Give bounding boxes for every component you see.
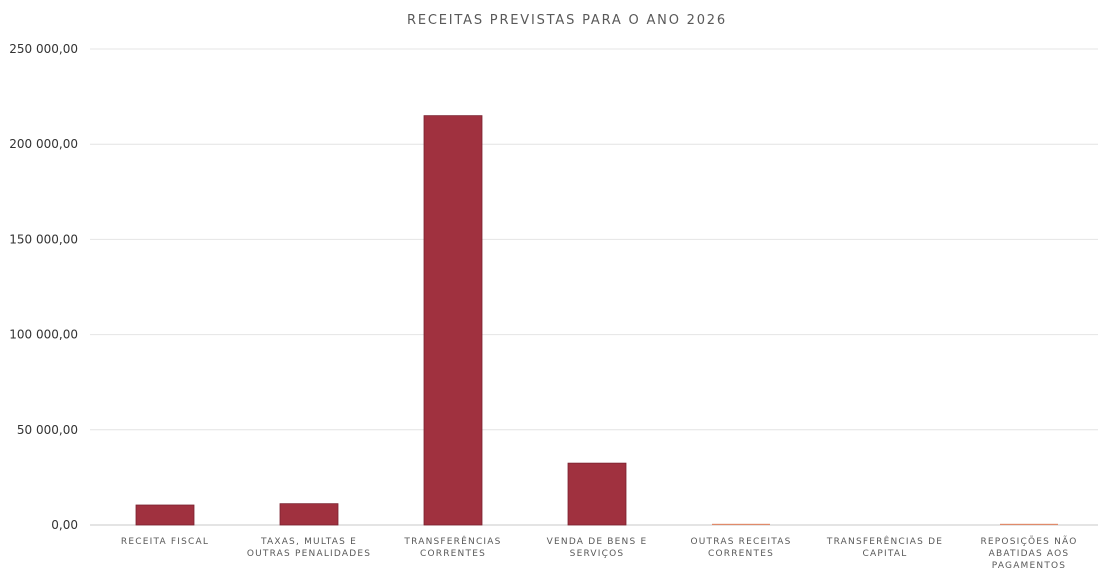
y-tick-label: 150 000,00: [9, 232, 78, 246]
bar: [712, 523, 770, 525]
x-tick-label: TRANSFERÊNCIAS CORRENTES: [403, 535, 501, 559]
bar: [279, 503, 339, 526]
grid-lines: [90, 48, 1098, 526]
bar: [135, 504, 195, 526]
y-tick-label: 200 000,00: [9, 137, 78, 151]
y-axis-tick-labels: 0,00 50 000,00 100 000,00 150 000,00 200 000…: [9, 42, 78, 532]
y-tick-label: 250 000,00: [9, 42, 78, 56]
x-tick-label: VENDA DE BENS E SERVIÇOS: [547, 537, 648, 559]
bars: [135, 115, 1058, 526]
x-tick-label: RECEITA FISCAL: [121, 537, 209, 547]
x-tick-label: REPOSIÇÕES NÃO ABATIDAS AOS PAGAMENTOS: [980, 535, 1077, 571]
x-axis-tick-labels: RECEITA FISCAL TAXAS, MULTAS E OUTRAS PENA…: [121, 535, 1077, 571]
bar: [567, 462, 627, 526]
x-tick-label: TRANSFERÊNCIAS DE CAPITAL: [826, 535, 943, 559]
y-tick-label: 50 000,00: [17, 423, 78, 437]
chart-title: RECEITAS PREVISTAS PARA O ANO 2026: [407, 13, 727, 28]
y-tick-label: 0,00: [51, 518, 78, 532]
y-tick-label: 100 000,00: [9, 328, 78, 342]
bar: [1000, 523, 1058, 525]
x-tick-label: TAXAS, MULTAS E OUTRAS PENALIDADES: [247, 537, 371, 559]
x-tick-label: OUTRAS RECEITAS CORRENTES: [690, 537, 791, 559]
bar: [423, 115, 483, 526]
